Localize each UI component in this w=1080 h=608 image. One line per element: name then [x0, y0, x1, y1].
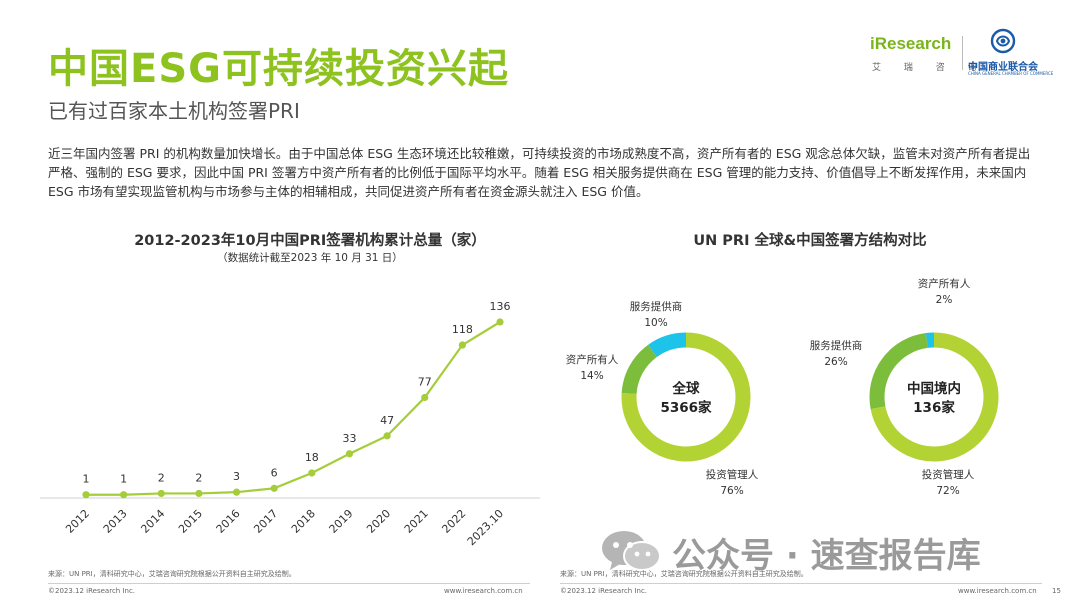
data-point-2015 — [195, 489, 203, 498]
page-subtitle: 已有过百家本土机构签署PRI — [48, 99, 300, 123]
donut-1-slice-1 — [621, 332, 751, 462]
x-tick-label-2016: 2016 — [214, 507, 243, 536]
data-point-2014 — [157, 489, 165, 498]
data-point-2018 — [308, 469, 316, 477]
donut-1-center-label: 全球 — [672, 380, 701, 397]
donut-2-slice-1 — [870, 332, 999, 462]
x-tick-label-2022: 2022 — [439, 507, 468, 536]
x-tick-label-2012: 2012 — [63, 507, 92, 536]
donut-1-slice-value-3: 10% — [644, 317, 667, 329]
page-number: 15 — [1052, 587, 1061, 595]
website-right: www.iresearch.com.cn — [958, 587, 1037, 595]
data-point-2016 — [232, 488, 241, 496]
chamber-of-commerce-emblem-icon — [990, 28, 1016, 54]
line-chart-title: 2012-2023年10月中国PRI签署机构累计总量（家） — [134, 233, 486, 249]
data-label-2022: 118 — [452, 323, 473, 336]
iresearch-logo: iResearch — [870, 34, 952, 53]
x-tick-label-2019: 2019 — [327, 507, 356, 536]
donut-2-slice-value-3: 2% — [936, 294, 953, 306]
donut-1-slice-label-3: 服务提供商 — [630, 300, 683, 313]
source-note-right: 来源：UN PRI，清科研究中心，艾瑞咨询研究院根据公开资料自主研究及绘制。 — [560, 570, 808, 578]
donut-2-center-value: 136家 — [913, 399, 955, 416]
data-point-2023.10 — [496, 318, 504, 326]
data-point-2013 — [120, 491, 128, 499]
source-note-left: 来源：UN PRI，清科研究中心，艾瑞咨询研究院根据公开资料自主研究及绘制。 — [48, 570, 296, 578]
data-label-2019: 33 — [342, 432, 356, 445]
data-label-2021: 77 — [418, 375, 432, 388]
header-logos: iResearch 艾 瑞 咨 询 中国商业联合会 CHINA GENERAL … — [870, 28, 1056, 80]
donut-1-center-value: 5366家 — [660, 399, 712, 416]
donut-chart-title: UN PRI 全球&中国签署方结构对比 — [693, 233, 927, 249]
data-label-2015: 2 — [195, 471, 202, 484]
data-label-2014: 2 — [158, 471, 165, 484]
data-point-2020 — [383, 432, 391, 440]
donut-2-slice-label-3: 资产所有人 — [918, 277, 971, 290]
chamber-of-commerce-english: CHINA GENERAL CHAMBER OF COMMERCE — [968, 71, 1054, 76]
donut-1-slice-value-2: 14% — [580, 370, 603, 382]
x-tick-label-2014: 2014 — [138, 507, 167, 536]
data-label-2012: 1 — [83, 473, 90, 486]
x-tick-label-2023.10: 2023.10 — [465, 507, 506, 548]
x-tick-label-2020: 2020 — [364, 507, 393, 536]
data-label-2013: 1 — [120, 473, 127, 486]
donut-1-slice-label-1: 投资管理人 — [706, 468, 759, 481]
x-tick-label-2013: 2013 — [101, 507, 130, 536]
donut-2-slice-2 — [869, 333, 929, 410]
data-point-2021 — [421, 393, 429, 402]
x-tick-label-2015: 2015 — [176, 507, 205, 536]
donut-1-slice-2 — [621, 344, 658, 395]
data-label-2020: 47 — [380, 414, 394, 427]
line-chart-subtitle: （数据统计截至2023 年 10 月 31 日） — [217, 252, 403, 264]
page-title: 中国ESG可持续投资兴起 — [48, 46, 509, 92]
donut-1-slice-3 — [648, 332, 687, 358]
watermark-text: 公众号 · 速查报告库 — [672, 536, 981, 576]
donut-2-slice-value-1: 72% — [936, 485, 959, 497]
data-label-2017: 6 — [271, 466, 278, 479]
wechat-watermark: 公众号 · 速查报告库 — [600, 524, 1040, 578]
logo-divider — [962, 36, 963, 70]
donut-2-slice-label-1: 投资管理人 — [922, 468, 975, 481]
x-tick-label-2017: 2017 — [251, 507, 280, 536]
data-point-2012 — [82, 491, 90, 499]
donut-1-slice-value-1: 76% — [720, 485, 743, 497]
wechat-icon — [602, 531, 661, 571]
line-chart: 1 1 2 2 3 6 18 33 47 77 118 136 2012 2013 2014 2015 2016… — [40, 300, 540, 548]
data-label-2018: 18 — [305, 451, 319, 464]
x-tick-label-2018: 2018 — [289, 507, 318, 536]
chamber-of-commerce-name: 中国商业联合会 — [968, 62, 1038, 73]
data-point-2017 — [270, 484, 278, 492]
donut-2-slice-value-2: 26% — [824, 356, 847, 368]
data-label-2023.10: 136 — [490, 300, 511, 313]
data-point-2019 — [345, 450, 354, 458]
copyright-right: ©2023.12 iResearch Inc. — [560, 587, 648, 595]
iresearch-logo-subtitle: 艾 瑞 咨 询 — [872, 63, 987, 73]
data-label-2016: 3 — [233, 470, 240, 483]
website-left: www.iresearch.com.cn — [444, 587, 523, 595]
data-point-2022 — [458, 341, 466, 349]
intro-paragraph: 近三年国内签署 PRI 的机构数量加快增长。由于中国总体 ESG 生态环境还比较… — [48, 146, 1031, 199]
x-tick-label-2021: 2021 — [402, 507, 431, 536]
footer-divider-left — [48, 583, 530, 584]
footer-divider-right — [560, 583, 1042, 584]
donut-2-center-label: 中国境内 — [907, 380, 961, 397]
donut-1-slice-label-2: 资产所有人 — [566, 353, 619, 366]
donut-2-slice-label-2: 服务提供商 — [810, 339, 863, 352]
series-line — [86, 321, 501, 496]
copyright-left: ©2023.12 iResearch Inc. — [48, 587, 136, 595]
